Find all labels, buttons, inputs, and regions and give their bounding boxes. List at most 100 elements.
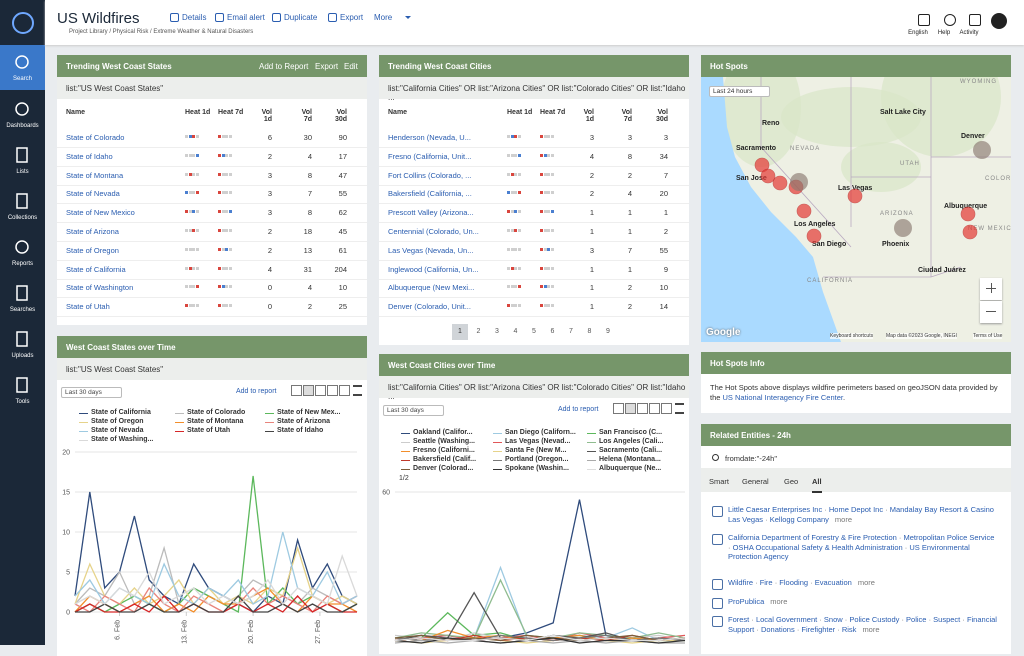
page-number[interactable]: 5 (532, 328, 536, 335)
entity-link[interactable]: Snow (824, 615, 849, 624)
legend-label[interactable]: Seattle (Washing... (413, 438, 475, 445)
avatar[interactable] (991, 13, 1007, 29)
tool-icon[interactable] (339, 385, 350, 396)
legend-label[interactable]: State of California (91, 409, 151, 416)
row-name[interactable]: Henderson (Nevada, U... (388, 133, 471, 142)
entity-link[interactable]: Flooding (779, 578, 814, 587)
legend-label[interactable]: State of Idaho (277, 427, 324, 434)
legend-label[interactable]: Bakersfield (Calif... (413, 456, 477, 463)
row-name[interactable]: State of Montana (66, 170, 124, 180)
legend-label[interactable]: Los Angeles (Cali... (599, 438, 664, 445)
map-footer[interactable]: Keyboard shortcuts (830, 333, 874, 339)
header-action[interactable]: Details (182, 13, 207, 22)
header-icon[interactable] (918, 14, 930, 26)
panel-action[interactable]: Export (315, 62, 339, 71)
page-number[interactable]: 2 (476, 328, 481, 335)
page-number[interactable]: 7 (569, 328, 573, 335)
entity-link[interactable]: US Environmental Protection Agency (728, 542, 970, 562)
page-number[interactable]: 8 (587, 328, 592, 335)
entity-link[interactable]: Police (906, 615, 933, 624)
header-action[interactable]: Export (340, 13, 364, 22)
panel-action[interactable]: Edit (344, 62, 358, 71)
row-name[interactable]: Centennial (Colorado, Un... (388, 227, 479, 236)
legend-label[interactable]: Denver (Colorad... (413, 465, 474, 472)
entity-link[interactable]: OSHA Occupational Safety & Health Admini… (733, 543, 910, 552)
legend-label[interactable]: San Diego (Californ... (505, 429, 576, 436)
entity-link[interactable]: Fire (760, 578, 780, 587)
entity-link[interactable]: California Department of Forestry & Fire… (728, 533, 903, 542)
legend-pager[interactable]: 1/2 (399, 475, 409, 482)
header-action[interactable]: Email alert (227, 13, 265, 22)
more-link[interactable]: more (834, 514, 852, 524)
entity-link[interactable]: Forest (728, 615, 756, 624)
range-select[interactable]: Last 30 days (383, 405, 444, 416)
row-name[interactable]: State of Washington (66, 283, 134, 293)
nav-item[interactable]: Uploads (0, 322, 45, 367)
header-action[interactable]: Duplicate (284, 13, 318, 22)
row-name[interactable]: State of Utah (66, 302, 110, 312)
entity-link[interactable]: Evacuation (814, 578, 852, 587)
tool-icon[interactable] (625, 403, 636, 414)
map-footer[interactable]: Map data ©2023 Google, INEGI (886, 333, 957, 339)
legend-label[interactable]: Spokane (Washin... (505, 465, 569, 472)
entity-link[interactable]: ProPublica (728, 597, 765, 606)
legend-label[interactable]: Sacramento (Cali... (599, 447, 663, 454)
legend-label[interactable]: Oakland (Califor... (413, 429, 473, 436)
more-link[interactable]: more (857, 578, 875, 587)
legend-label[interactable]: Portland (Oregon... (505, 456, 569, 463)
tool-icon[interactable] (315, 385, 326, 396)
range-select[interactable]: Last 30 days (61, 387, 122, 398)
entity-link[interactable]: Local Government (756, 615, 824, 624)
nav-item[interactable]: Collections (0, 184, 45, 229)
legend-label[interactable]: Fresno (Californi... (413, 447, 475, 454)
map[interactable]: Sacramento San Jose Las Vegas Los Angeles Sa… (701, 77, 1011, 342)
tool-icon[interactable] (649, 403, 660, 414)
row-name[interactable]: Inglewood (California, Un... (388, 264, 479, 274)
entity-link[interactable]: Home Depot Inc (829, 505, 890, 514)
row-name[interactable]: State of Colorado (66, 133, 125, 142)
tab[interactable]: Smart (709, 477, 730, 486)
legend-label[interactable]: State of Montana (187, 418, 244, 425)
nav-item[interactable]: Reports (0, 230, 45, 275)
tool-icon[interactable] (637, 403, 648, 414)
range-select[interactable]: Last 24 hours (709, 86, 770, 97)
header-action[interactable]: More (374, 13, 393, 22)
menu-icon[interactable] (353, 385, 362, 396)
more-link[interactable]: more (770, 597, 788, 606)
entity-link[interactable]: Donations (761, 625, 801, 634)
add-report[interactable]: Add to report (236, 388, 277, 395)
nav-item[interactable]: Tools (0, 368, 45, 413)
legend-label[interactable]: Albuquerque (Ne... (599, 465, 662, 472)
legend-label[interactable]: State of Oregon (91, 418, 144, 425)
header-icon[interactable] (944, 14, 956, 26)
entity-link[interactable]: Kellogg Company (769, 514, 829, 524)
tab[interactable]: General (742, 477, 769, 486)
tool-icon[interactable] (291, 385, 302, 396)
entity-link[interactable]: Suspect (933, 615, 967, 624)
header-icon[interactable] (969, 14, 981, 26)
tool-icon[interactable] (613, 403, 624, 414)
legend-label[interactable]: State of Arizona (277, 418, 331, 425)
row-name[interactable]: State of Idaho (66, 151, 113, 161)
legend-label[interactable]: State of Colorado (187, 409, 246, 416)
legend-label[interactable]: Las Vegas (Nevad... (505, 438, 571, 445)
zoom-button[interactable] (980, 301, 1002, 323)
entity-link[interactable]: Little Caesar Enterprises Inc (728, 505, 829, 514)
entity-link[interactable]: Police Custody (849, 615, 906, 624)
tool-icon[interactable] (327, 385, 338, 396)
row-name[interactable]: Bakersfield (California, ... (388, 189, 472, 199)
row-name[interactable]: State of Arizona (66, 227, 119, 236)
add-report[interactable]: Add to report (558, 406, 599, 413)
map-footer[interactable]: Terms of Use (973, 333, 1003, 339)
row-name[interactable]: State of Oregon (66, 245, 119, 255)
entity-link[interactable]: Firefighter (801, 625, 841, 634)
tab[interactable]: All (812, 477, 822, 493)
row-name[interactable]: Albuquerque (New Mexi... (388, 283, 475, 293)
row-name[interactable]: Prescott Valley (Arizona... (388, 208, 474, 218)
legend-label[interactable]: State of Washing... (91, 436, 154, 443)
panel-action[interactable]: Add to Report (259, 62, 309, 71)
row-name[interactable]: Fort Collins (Colorado, ... (388, 170, 472, 180)
info-link[interactable]: US National Interagency Fire Center (722, 393, 843, 402)
tool-icon[interactable] (303, 385, 314, 396)
row-name[interactable]: Las Vegas (Nevada, Un... (388, 245, 474, 255)
